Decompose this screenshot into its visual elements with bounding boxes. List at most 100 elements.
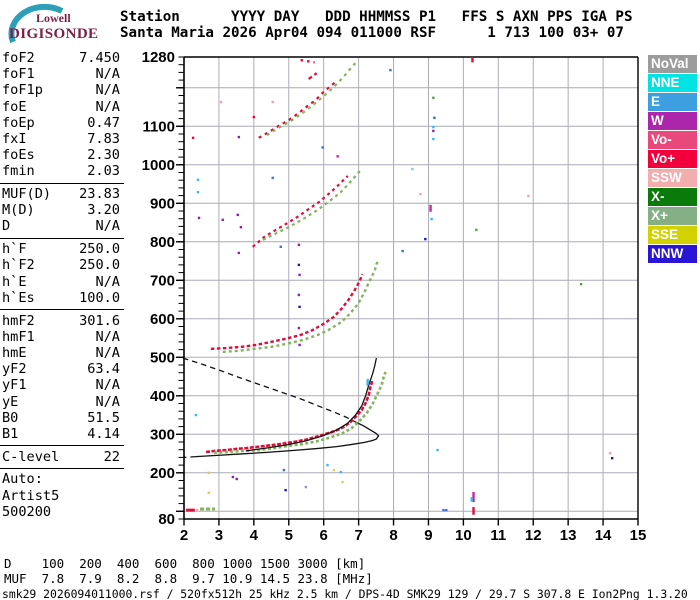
noise-dot (297, 243, 301, 247)
noise-dot (610, 456, 614, 460)
F-trace-ordinary-3hop (252, 175, 349, 248)
distance-row: D 100 200 400 600 800 1000 1500 3000 [km… (4, 556, 366, 571)
param-row: foF1p N/A (0, 82, 126, 98)
param-label: fxI (2, 130, 27, 147)
x-tick-label: 5 (285, 527, 293, 544)
param-value: 2.30 (87, 147, 120, 164)
x-tick-label: 15 (630, 527, 647, 544)
param-value: 3.20 (87, 202, 120, 219)
header-line-1: Station YYYY DAY DDD HHMMSS P1 FFS S AXN… (120, 9, 633, 25)
param-row: fxI 7.83 (0, 131, 126, 147)
param-row: yE N/A (0, 394, 126, 410)
noise-dot (411, 167, 414, 171)
noise-dot (424, 237, 427, 241)
param-row: foE N/A (0, 99, 126, 115)
noise-dot (298, 343, 301, 347)
param-row: B0 51.5 (0, 410, 126, 426)
x-tick-label: 2 (180, 527, 188, 544)
legend-item-nnw: NNW (648, 245, 697, 263)
noise-dot (608, 451, 612, 455)
noise-dot (191, 136, 195, 140)
param-row: h`E N/A (0, 274, 126, 290)
noise-dot (231, 475, 235, 479)
header-line-2: Santa Maria 2026 Apr04 094 011000 RSF 1 … (120, 25, 624, 41)
muf-row: MUF 7.8 7.9 8.2 8.8 9.7 10.9 14.5 23.8 [… (4, 571, 373, 586)
noise-dot (207, 491, 210, 495)
legend-item-w: W (648, 112, 697, 130)
param-row: fmin 2.03 (0, 163, 126, 179)
param-label: h`F (2, 241, 27, 258)
param-value: N/A (95, 98, 120, 115)
param-value: 4.14 (87, 425, 120, 442)
param-value: N/A (95, 328, 120, 345)
noise-dot (235, 477, 238, 481)
legend-item-vo: Vo- (648, 131, 697, 149)
y-tick-label: 800 (150, 234, 175, 251)
noise-dot (297, 326, 301, 330)
legend-item-x: X+ (648, 207, 697, 225)
noise-dot (332, 468, 336, 472)
x-tick-label: 3 (215, 527, 223, 544)
noise-dot (252, 115, 256, 119)
param-value: N/A (95, 66, 120, 83)
param-row: foEp 0.47 (0, 115, 126, 131)
param-value: N/A (95, 82, 120, 99)
noise-dot (284, 488, 287, 492)
param-row: hmF1 N/A (0, 329, 126, 345)
F-trace-ordinary-1hop (205, 379, 374, 454)
param-value: 250.0 (79, 241, 120, 258)
param-label: M(D) (2, 202, 35, 219)
param-label: MUF(D) (2, 186, 52, 203)
param-label: foF1 (2, 66, 35, 83)
legend-item-nne: NNE (648, 74, 697, 92)
param-label: C-level (2, 448, 60, 465)
y-tick-label: 80 (158, 511, 175, 528)
noise-dot (279, 245, 282, 249)
param-value: N/A (95, 393, 120, 410)
noise-dot (432, 96, 435, 100)
param-value: 63.4 (87, 361, 120, 378)
param-label: fmin (2, 163, 35, 180)
x-tick-label: 12 (525, 527, 542, 544)
param-label: foF2 (2, 50, 35, 66)
noise-dot (237, 251, 241, 255)
logo-arc-icon (8, 4, 64, 44)
legend-item-vo: Vo+ (648, 150, 697, 168)
F-trace-extraordinary-1hop (213, 371, 387, 455)
param-divider (0, 309, 124, 310)
noise-dot (237, 135, 241, 139)
param-label: foEp (2, 114, 35, 131)
parameter-panel: foF2 7.450 foF1 N/A foF1p N/A foE N/A foEp 0.47 fx… (0, 50, 126, 520)
param-value: 100.0 (79, 289, 120, 306)
noise-dot (527, 194, 530, 198)
x-tick-label: 14 (595, 527, 612, 544)
param-row: D N/A (0, 218, 126, 234)
y-tick-label: 600 (150, 311, 175, 328)
noise-dot (321, 146, 324, 149)
param-row: 500200 (0, 504, 126, 520)
noise-dot (236, 213, 239, 217)
param-row: foF1 N/A (0, 66, 126, 82)
legend-item-noval: NoVal (648, 55, 697, 73)
param-row: M(D) 3.20 (0, 202, 126, 218)
param-value: N/A (95, 218, 120, 235)
param-row: Artist5 (0, 488, 126, 504)
F-trace-extraordinary-3hop (262, 168, 363, 241)
legend-item-e: E (648, 93, 697, 111)
param-label: hmF2 (2, 312, 35, 329)
param-row: Auto: (0, 471, 126, 487)
noise-dot (207, 471, 210, 474)
param-row: hmF2 301.6 (0, 313, 126, 329)
noise-dot (196, 178, 200, 182)
noise-dot (341, 480, 344, 484)
noise-dot (194, 413, 198, 417)
noise-dot (442, 508, 445, 512)
param-label: Auto: (2, 471, 43, 488)
x-tick-label: 7 (354, 527, 362, 544)
param-value: 7.450 (79, 50, 120, 66)
param-row: yF2 63.4 (0, 361, 126, 377)
x-tick-label: 8 (389, 527, 397, 544)
logo-lowell-text: Lowell (36, 11, 71, 25)
